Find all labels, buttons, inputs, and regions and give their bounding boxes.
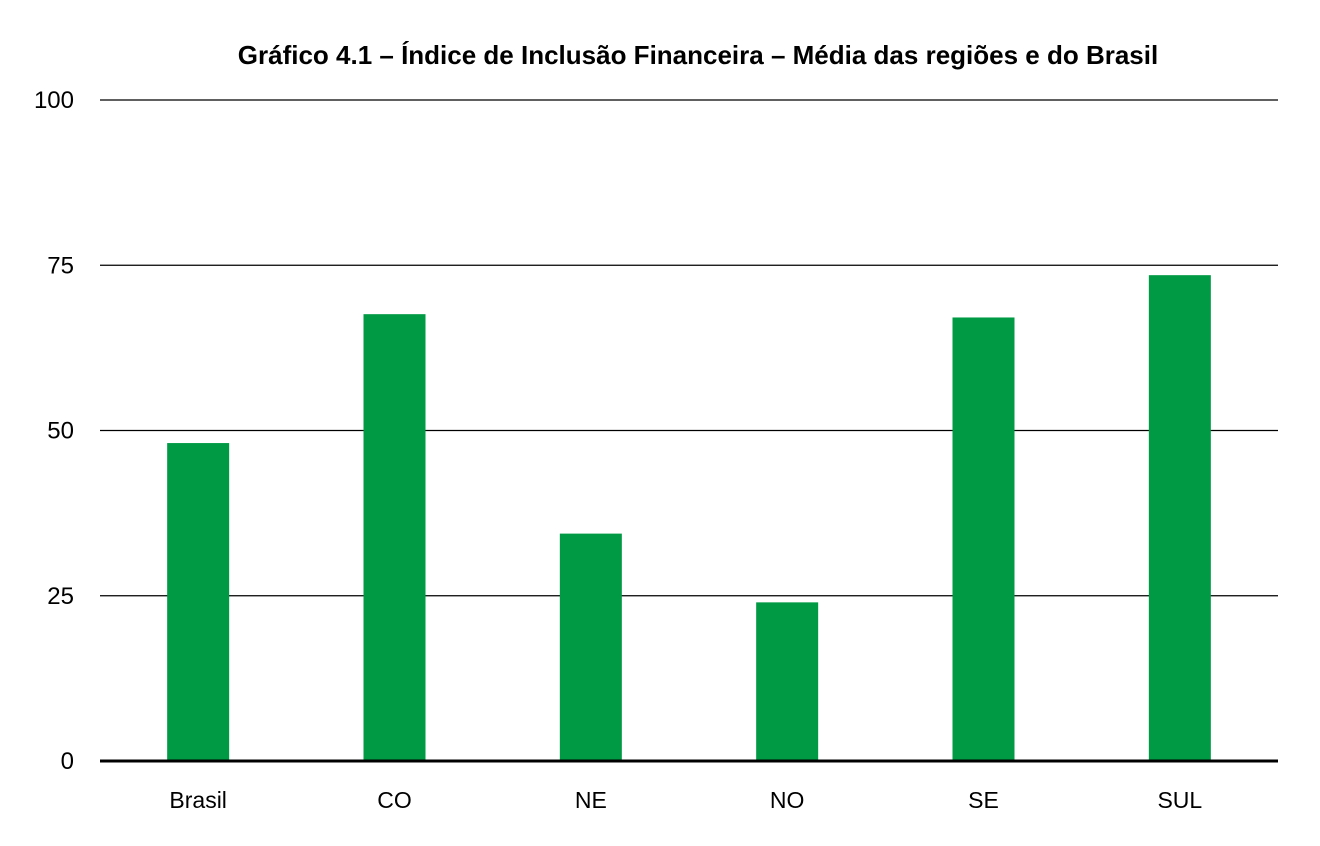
x-tick-label-co: CO xyxy=(377,787,412,813)
gridlines xyxy=(100,99,1278,597)
bar-sul xyxy=(1148,275,1211,761)
bar-ne xyxy=(559,533,622,761)
y-tick-label: 50 xyxy=(47,418,74,445)
x-tick-label-brasil: Brasil xyxy=(169,787,227,813)
y-axis-ticks: 0 25 50 75 100 xyxy=(34,87,74,775)
bar-se xyxy=(952,317,1015,761)
y-tick-label: 0 xyxy=(61,748,74,775)
y-tick-label: 100 xyxy=(34,87,74,114)
bar-co xyxy=(363,314,426,761)
y-tick-label: 75 xyxy=(47,252,74,279)
y-tick-label: 25 xyxy=(47,583,74,610)
bar-no xyxy=(756,602,819,761)
x-tick-label-se: SE xyxy=(968,787,999,813)
x-tick-label-sul: SUL xyxy=(1157,787,1202,813)
bars xyxy=(167,275,1211,761)
x-axis-labels: Brasil CO NE NO SE SUL xyxy=(169,787,1202,813)
x-tick-label-no: NO xyxy=(770,787,805,813)
chart-title: Gráfico 4.1 – Índice de Inclusão Finance… xyxy=(238,40,1158,70)
bar-brasil xyxy=(167,443,230,761)
x-tick-label-ne: NE xyxy=(575,787,607,813)
